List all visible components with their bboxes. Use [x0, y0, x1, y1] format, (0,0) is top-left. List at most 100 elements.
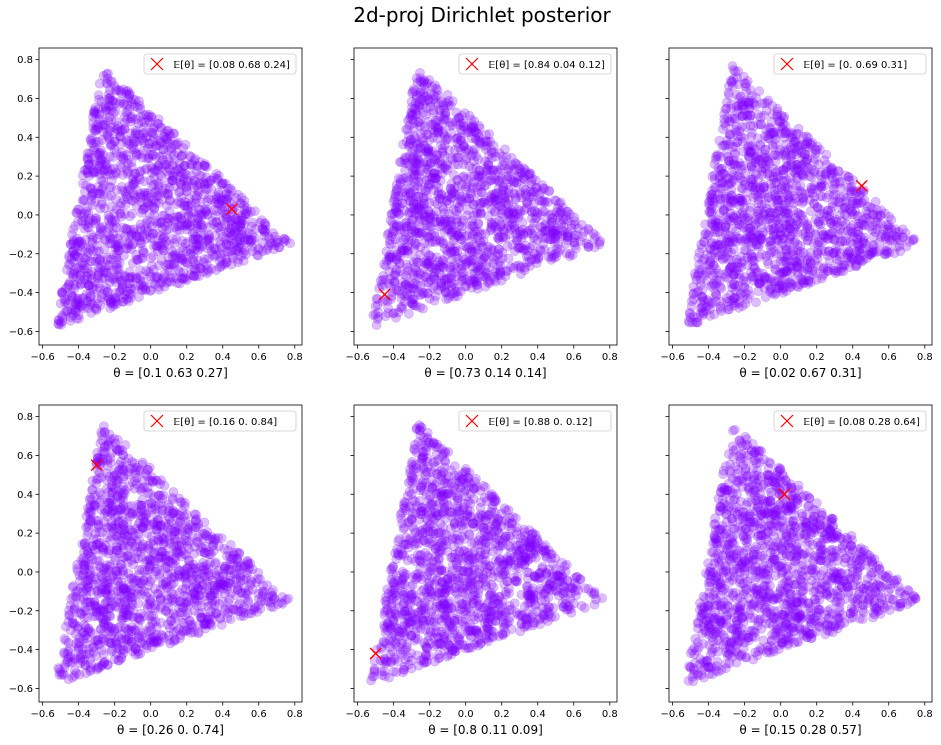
x-tick-label: 0.2 — [179, 352, 195, 363]
sample-point — [777, 269, 786, 278]
sample-point — [795, 141, 804, 150]
y-tick-label: 0.6 — [17, 94, 33, 105]
sample-point — [442, 217, 451, 226]
sample-point — [98, 226, 107, 235]
sample-point — [146, 218, 155, 227]
sample-point — [74, 298, 83, 307]
sample-point — [697, 303, 706, 312]
sample-point — [67, 268, 76, 277]
sample-point — [813, 248, 822, 257]
sample-point — [721, 121, 730, 130]
sample-point — [164, 189, 173, 198]
sample-point — [470, 222, 479, 231]
sample-point — [425, 251, 434, 260]
sample-point — [786, 133, 795, 142]
sample-point — [689, 282, 698, 291]
sample-point — [422, 103, 431, 112]
sample-point — [822, 160, 831, 169]
sample-point — [711, 152, 720, 161]
sample-point — [786, 279, 795, 288]
sample-point — [71, 250, 80, 259]
sample-point — [742, 246, 751, 255]
sample-point — [173, 213, 182, 222]
sample-point — [212, 250, 221, 259]
sample-point — [691, 272, 700, 281]
sample-point — [242, 204, 251, 213]
sample-point — [855, 191, 864, 200]
y-tick-label: 0.2 — [17, 172, 33, 183]
sample-point — [396, 225, 405, 234]
sample-point — [733, 138, 742, 147]
sample-point — [128, 272, 137, 281]
sample-point — [126, 212, 135, 221]
sample-point — [162, 278, 171, 287]
sample-point — [99, 190, 108, 199]
sample-point — [75, 314, 84, 323]
sample-point — [804, 143, 813, 152]
sample-point — [142, 154, 151, 163]
sample-point — [469, 157, 478, 166]
sample-point — [829, 184, 838, 193]
sample-point — [855, 247, 864, 256]
sample-point — [147, 286, 156, 295]
sample-point — [503, 266, 512, 275]
sample-point — [522, 197, 531, 206]
sample-point — [385, 267, 394, 276]
sample-point — [814, 262, 823, 271]
sample-point — [260, 227, 269, 236]
sample-point — [140, 177, 149, 186]
sample-point — [99, 180, 108, 189]
sample-point — [705, 229, 714, 238]
sample-point — [414, 268, 423, 277]
sample-point — [177, 152, 186, 161]
sample-point — [755, 87, 764, 96]
legend-label: 𝔼[θ] = [0. 0.69 0.31] — [803, 60, 907, 71]
sample-point — [234, 255, 243, 264]
subplot-3: −0.6 −0.4 −0.2 0.0 0.2 0.4 0.6 0.8θ = [0.02 0.6… — [660, 48, 932, 380]
sample-point — [766, 248, 775, 257]
sample-point — [422, 278, 431, 287]
sample-point — [396, 175, 405, 184]
sample-point — [407, 295, 416, 304]
sample-point — [423, 212, 432, 221]
sample-point — [110, 82, 119, 91]
sample-point — [190, 183, 199, 192]
sample-point — [744, 285, 753, 294]
sample-point — [720, 223, 729, 232]
sample-point — [168, 234, 177, 243]
sample-point — [411, 192, 420, 201]
sample-point — [901, 229, 910, 238]
legend-label: 𝔼[θ] = [0.84 0.04 0.12] — [488, 60, 605, 71]
sample-point — [408, 147, 417, 156]
sample-point — [707, 219, 716, 228]
sample-point — [424, 144, 433, 153]
sample-point — [468, 235, 477, 244]
sample-point — [109, 164, 118, 173]
sample-point — [725, 238, 734, 247]
posterior-samples — [369, 68, 605, 329]
sample-point — [468, 181, 477, 190]
sample-point — [459, 142, 468, 151]
sample-point — [231, 223, 240, 232]
sample-point — [411, 110, 420, 119]
sample-point — [469, 147, 478, 156]
sample-point — [83, 253, 92, 262]
sample-point — [203, 235, 212, 244]
x-tick-label: 0.8 — [287, 352, 303, 363]
sample-point — [57, 287, 66, 296]
sample-point — [126, 293, 135, 302]
sample-point — [154, 160, 163, 169]
sample-point — [733, 217, 742, 226]
sample-point — [475, 166, 484, 175]
sample-point — [83, 297, 92, 306]
sample-point — [731, 67, 740, 76]
sample-point — [811, 231, 820, 240]
sample-point — [776, 122, 785, 131]
sample-point — [146, 272, 155, 281]
sample-point — [455, 113, 464, 122]
y-tick-label: −0.2 — [9, 249, 33, 260]
sample-point — [493, 195, 502, 204]
sample-point — [405, 284, 414, 293]
sample-point — [770, 290, 779, 299]
